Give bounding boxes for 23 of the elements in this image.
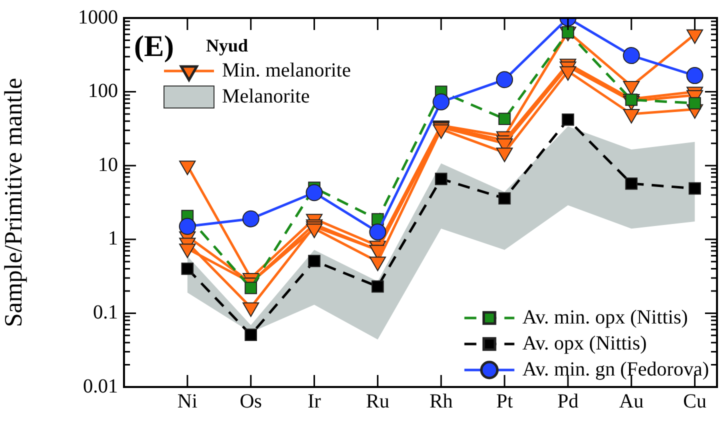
x-tick-label: Pd: [557, 390, 579, 412]
x-tick-label: Pt: [496, 390, 514, 412]
legend-label: Av. opx (Nittis): [522, 332, 647, 354]
y-tick-label: 100: [88, 80, 118, 102]
legend-label: Av. min. gn (Fedorova): [522, 358, 710, 380]
legend-label: Av. min. opx (Nittis): [522, 306, 688, 328]
x-tick-label: Rh: [429, 390, 453, 412]
x-tick-label: Os: [240, 390, 262, 412]
legend-label: Melanorite: [222, 85, 310, 108]
x-tick-label: Ru: [366, 390, 390, 412]
y-tick-label: 0.1: [93, 301, 118, 324]
x-tick-label: Au: [619, 390, 644, 412]
y-tick-label: 0.01: [83, 375, 118, 398]
y-tick-label: 1000: [78, 6, 118, 28]
x-tick-label: Ni: [177, 390, 198, 412]
annotation: (E): [134, 30, 174, 63]
legend-title: Nyud: [206, 36, 248, 56]
y-axis-title: Sample/Primitive mantle: [0, 78, 28, 328]
y-tick-label: 10: [98, 154, 118, 176]
x-tick-label: Ir: [308, 390, 322, 412]
x-tick-label: Cu: [683, 390, 706, 412]
legend-label: Min. melanorite: [222, 59, 351, 82]
y-tick-label: 1: [108, 228, 118, 250]
